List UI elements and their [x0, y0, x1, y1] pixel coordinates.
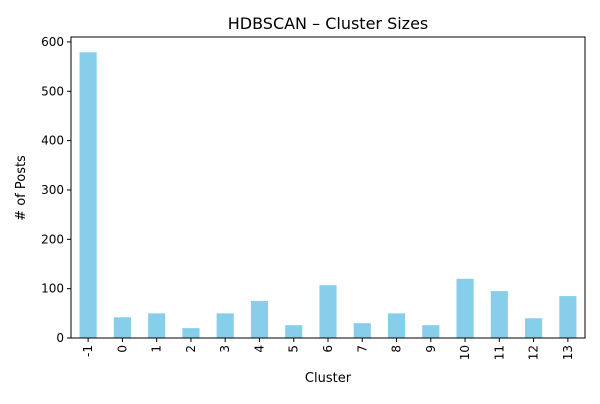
bar-cluster-13: [559, 296, 577, 338]
bar-cluster-0: [113, 317, 131, 338]
y-axis: 0 100 200 300 400 500 600: [41, 35, 71, 345]
y-axis-label: # of Posts: [14, 155, 29, 221]
bar-cluster-6: [319, 285, 337, 338]
x-tick-label: 5: [287, 345, 301, 353]
x-axis: -1 0 1 2 3 4 5 6 7 8 9 10 11 12 13: [81, 338, 575, 360]
x-tick-label: 6: [321, 345, 335, 353]
plot-area: [79, 52, 577, 339]
x-tick-label: 1: [150, 345, 164, 353]
x-tick-label: 11: [492, 345, 506, 360]
bar-cluster-4: [250, 300, 269, 338]
x-tick-label: -1: [81, 345, 95, 357]
x-tick-label: 7: [355, 345, 369, 353]
bar-cluster-10: [456, 278, 474, 338]
bar-cluster-2: [182, 328, 200, 338]
x-tick-label: 9: [424, 345, 438, 353]
x-tick-label: 3: [218, 345, 232, 353]
y-tick-label: 0: [56, 331, 64, 345]
y-tick-label: 100: [41, 282, 64, 296]
y-tick-label: 500: [41, 84, 64, 98]
bar-cluster-7: [353, 323, 371, 338]
bar-cluster-5: [285, 325, 303, 338]
bar-cluster-8: [387, 313, 406, 338]
x-tick-label: 8: [390, 345, 404, 353]
chart-title: HDBSCAN – Cluster Sizes: [228, 14, 429, 33]
bar-cluster-12: [525, 318, 543, 338]
bar-cluster-11: [490, 291, 508, 338]
x-tick-label: 4: [252, 345, 266, 353]
x-tick-label: 10: [458, 345, 472, 360]
y-tick-label: 300: [41, 183, 64, 197]
y-tick-label: 600: [41, 35, 64, 49]
x-tick-label: 12: [527, 345, 541, 360]
bar-cluster-1: [148, 313, 166, 338]
x-tick-label: 13: [561, 345, 575, 360]
bar-cluster-3: [216, 313, 234, 338]
bar-cluster--1: [79, 52, 97, 339]
y-tick-label: 200: [41, 232, 64, 246]
bar-cluster-9: [422, 325, 440, 338]
x-tick-label: 0: [115, 345, 129, 353]
y-tick-label: 400: [41, 134, 64, 148]
x-axis-label: Cluster: [305, 371, 352, 386]
x-tick-label: 2: [184, 345, 198, 353]
